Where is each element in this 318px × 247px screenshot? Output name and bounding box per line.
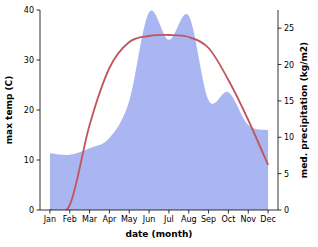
x-tick-label: Oct <box>221 215 235 224</box>
y2-tick-label: 5 <box>284 170 289 179</box>
y2-tick-label: 20 <box>284 61 294 70</box>
x-tick-label: Jan <box>43 215 56 224</box>
y-tick-label: 20 <box>24 106 34 115</box>
x-tick <box>129 210 130 214</box>
temperature-line <box>50 35 268 210</box>
x-tick-label: Jun <box>142 215 156 224</box>
x-tick <box>109 210 110 214</box>
y-tick <box>37 10 41 11</box>
y2-axis-label: med. precipitation (kg/m2) <box>299 42 309 178</box>
y-tick <box>37 210 41 211</box>
y-tick-label: 0 <box>29 206 34 215</box>
y2-tick <box>278 173 282 174</box>
y-tick <box>37 160 41 161</box>
x-tick <box>168 210 169 214</box>
x-tick <box>89 210 90 214</box>
y2-tick-label: 10 <box>284 133 294 142</box>
x-tick <box>208 210 209 214</box>
x-tick <box>228 210 229 214</box>
y2-tick <box>278 100 282 101</box>
x-tick-label: Jul <box>163 215 174 224</box>
y-tick-label: 30 <box>24 56 34 65</box>
y2-tick <box>278 210 282 211</box>
y-tick-label: 40 <box>24 6 34 15</box>
right-spine <box>278 10 279 210</box>
x-tick <box>49 210 50 214</box>
x-tick-label: Aug <box>181 215 197 224</box>
x-tick-label: May <box>121 215 138 224</box>
precipitation-area <box>50 10 268 210</box>
x-tick-label: Apr <box>102 215 117 224</box>
y2-tick <box>278 28 282 29</box>
x-tick-label: Dec <box>260 215 275 224</box>
x-tick-label: Mar <box>82 215 98 224</box>
x-tick <box>248 210 249 214</box>
x-tick-label: Nov <box>240 215 256 224</box>
x-tick <box>69 210 70 214</box>
y-tick-label: 10 <box>24 156 34 165</box>
y2-tick <box>278 64 282 65</box>
x-tick-label: Feb <box>63 215 77 224</box>
y2-tick-label: 25 <box>284 24 294 33</box>
y2-tick <box>278 137 282 138</box>
y-tick <box>37 60 41 61</box>
y-axis-label: max temp (C) <box>4 76 14 145</box>
x-tick <box>268 210 269 214</box>
bottom-spine <box>40 210 278 211</box>
x-tick <box>149 210 150 214</box>
y2-tick-label: 15 <box>284 97 294 106</box>
y-tick <box>37 110 41 111</box>
x-tick-label: Sep <box>201 215 216 224</box>
chart: 0 10 20 30 40 0 5 10 15 20 25 Jan Feb Mar Apr May Jun Jul… <box>0 0 318 247</box>
y2-tick-label: 0 <box>284 206 289 215</box>
x-tick <box>188 210 189 214</box>
plot-area <box>50 10 268 210</box>
x-axis-label: date (month) <box>126 229 193 239</box>
